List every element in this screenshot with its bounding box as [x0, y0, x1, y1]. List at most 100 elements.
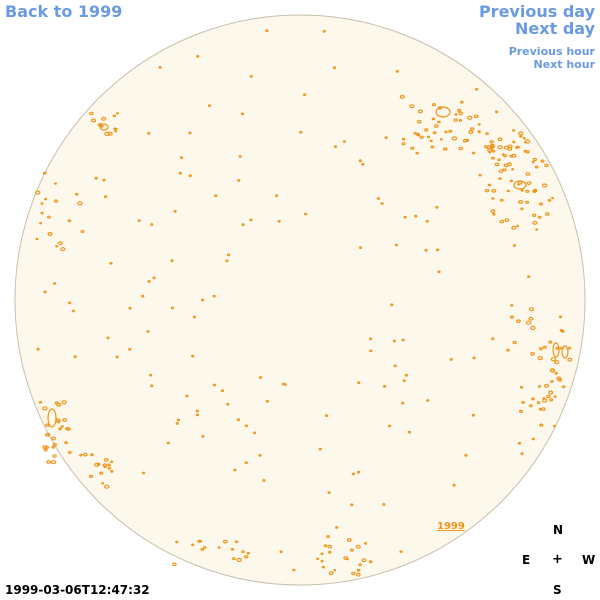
previous-hour-link[interactable]: Previous hour: [508, 45, 595, 58]
contour-speck: [103, 484, 110, 489]
contour-speck: [473, 114, 479, 119]
contour-speck: [399, 550, 403, 553]
contour-speck: [489, 140, 494, 144]
contour-speck: [522, 136, 526, 140]
contour-speck: [173, 209, 177, 213]
contour-speck: [390, 303, 394, 307]
contour-speck: [388, 424, 392, 428]
contour-speck: [439, 138, 443, 141]
contour-speck: [203, 546, 207, 549]
contour-speck: [457, 108, 462, 113]
contour-speck: [542, 398, 548, 403]
contour-speck: [383, 385, 387, 388]
contour-speck: [510, 304, 514, 307]
contour-speck: [258, 376, 262, 379]
contour-speck: [73, 355, 77, 359]
contour-speck: [521, 400, 525, 404]
contour-speck: [432, 103, 437, 107]
contour-speck: [401, 137, 406, 141]
contour-speck: [346, 538, 352, 542]
contour-speck: [435, 205, 439, 209]
contour-speck: [35, 237, 39, 241]
contour-speck: [175, 540, 179, 544]
contour-speck: [55, 245, 59, 248]
contour-speck: [77, 201, 83, 206]
observation-timestamp: 1999-03-06T12:47:32: [5, 583, 150, 597]
contour-speck: [530, 352, 535, 356]
contour-speck: [171, 562, 177, 567]
contour-speck: [504, 218, 510, 223]
contour-speck: [237, 179, 241, 182]
contour-speck: [532, 157, 538, 162]
contour-speck: [520, 452, 524, 456]
contour-speck: [437, 270, 441, 274]
contour-loop: [561, 345, 569, 359]
back-to-year-link[interactable]: Back to 1999: [5, 2, 123, 21]
contour-speck: [416, 119, 422, 124]
contour-speck: [109, 470, 114, 473]
contour-speck: [518, 131, 524, 136]
next-day-link[interactable]: Next day: [515, 19, 595, 38]
contour-speck: [107, 466, 112, 470]
contour-speck: [141, 471, 146, 475]
contour-speck: [540, 159, 545, 163]
contour-speck: [539, 423, 544, 427]
contour-speck: [409, 104, 415, 109]
contour-speck: [116, 112, 119, 115]
year-marker-link[interactable]: 1999: [437, 521, 465, 532]
contour-speck: [241, 223, 245, 227]
contour-speck: [449, 358, 453, 361]
contour-speck: [201, 298, 205, 302]
contour-speck: [146, 330, 150, 333]
contour-speck: [249, 218, 253, 222]
contour-speck: [468, 130, 474, 135]
contour-speck: [234, 540, 239, 544]
contour-speck: [512, 340, 517, 345]
previous-day-link[interactable]: Previous day: [478, 2, 595, 21]
contour-speck: [382, 503, 386, 506]
contour-speck: [502, 168, 507, 172]
contour-speck: [429, 139, 433, 143]
contour-speck: [233, 468, 237, 472]
contour-speck: [524, 141, 527, 144]
contour-speck: [528, 316, 534, 321]
contour-speck: [546, 394, 551, 399]
contour-speck: [351, 571, 356, 576]
contour-speck: [318, 447, 322, 451]
contour-speck: [491, 197, 495, 200]
contour-speck: [526, 181, 532, 186]
contour-loop: [435, 106, 451, 118]
contour-speck: [343, 556, 349, 560]
contour-speck: [220, 389, 224, 393]
contour-speck: [227, 253, 231, 257]
contour-speck: [249, 74, 253, 78]
next-hour-link[interactable]: Next hour: [533, 58, 596, 71]
contour-speck: [548, 340, 553, 344]
contour-speck: [525, 200, 530, 204]
contour-speck: [417, 109, 423, 114]
contour-speck: [357, 381, 361, 385]
contour-speck: [191, 543, 195, 547]
contour-speck: [401, 338, 405, 342]
contour-speck: [499, 219, 505, 224]
contour-speck: [61, 400, 67, 405]
contour-speck: [45, 423, 50, 427]
contour-speck: [57, 241, 63, 246]
contour-speck: [490, 143, 495, 148]
contour-speck: [525, 150, 530, 154]
contour-speck: [322, 29, 326, 33]
contour-speck: [349, 548, 354, 552]
contour-speck: [152, 276, 156, 280]
contour-speck: [327, 544, 333, 549]
contour-speck: [549, 368, 555, 373]
contour-speck: [166, 441, 170, 445]
contour-speck: [433, 124, 439, 128]
contour-speck: [79, 453, 83, 457]
contour-speck: [497, 137, 503, 142]
contour-speck: [376, 197, 380, 200]
contour-speck: [525, 189, 530, 193]
contour-speck: [517, 441, 522, 445]
contour-speck: [477, 123, 481, 126]
contour-speck: [90, 118, 97, 123]
contour-speck: [40, 211, 44, 215]
